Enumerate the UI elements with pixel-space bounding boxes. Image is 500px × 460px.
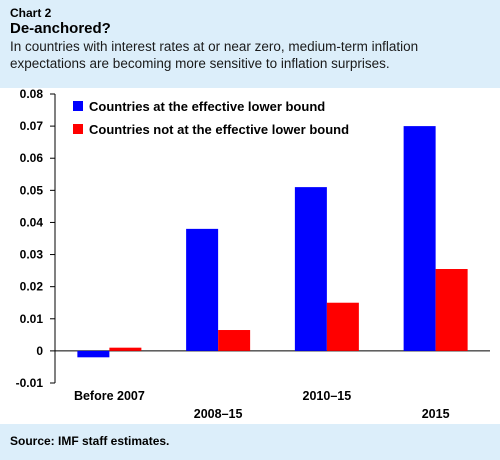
legend-label: Countries not at the effective lower bou… [89,122,349,137]
y-tick-label: 0.08 [20,88,44,101]
source-note: Source: IMF staff estimates. [10,434,170,448]
bar-elb [77,350,110,358]
plot-panel: -0.01 0 0.01 0.02 0.03 0.04 0.05 0.06 0.07 0.08 Be… [0,88,500,424]
y-tick-label: 0.02 [20,280,44,294]
y-tick-label: 0.05 [20,183,44,197]
y-tick-label: 0.06 [20,151,44,165]
x-category-label: Before 2007 [74,389,145,403]
chart-subtitle: In countries with interest rates at or n… [10,39,419,71]
legend-swatch [73,101,83,111]
y-tick-label: 0.04 [20,215,44,229]
bar-elb [294,187,327,351]
chart-number: Chart 2 [10,6,52,20]
bar-elb [186,228,219,351]
x-category-label: 2008–15 [194,407,243,421]
y-tick-label: 0 [36,344,43,358]
legend-swatch [73,124,83,134]
bar-not-elb [218,330,251,351]
bar-not-elb [109,347,142,351]
legend-label: Countries at the effective lower bound [89,99,325,114]
chart-header: Chart 2 De-anchored? In countries with i… [10,6,490,72]
bar-chart: -0.01 0 0.01 0.02 0.03 0.04 0.05 0.06 0.07 0.08 Be… [16,88,490,421]
chart-title: De-anchored? [10,20,111,37]
x-category-label: 2015 [422,407,450,421]
y-tick-label: -0.01 [16,376,44,390]
bar-not-elb [435,269,468,351]
y-tick-label: 0.01 [20,312,44,326]
x-category-label: 2010–15 [303,389,352,403]
y-tick-label: 0.03 [20,248,44,262]
y-tick-label: 0.07 [20,119,44,133]
bar-not-elb [326,302,359,351]
bar-elb [403,126,436,351]
